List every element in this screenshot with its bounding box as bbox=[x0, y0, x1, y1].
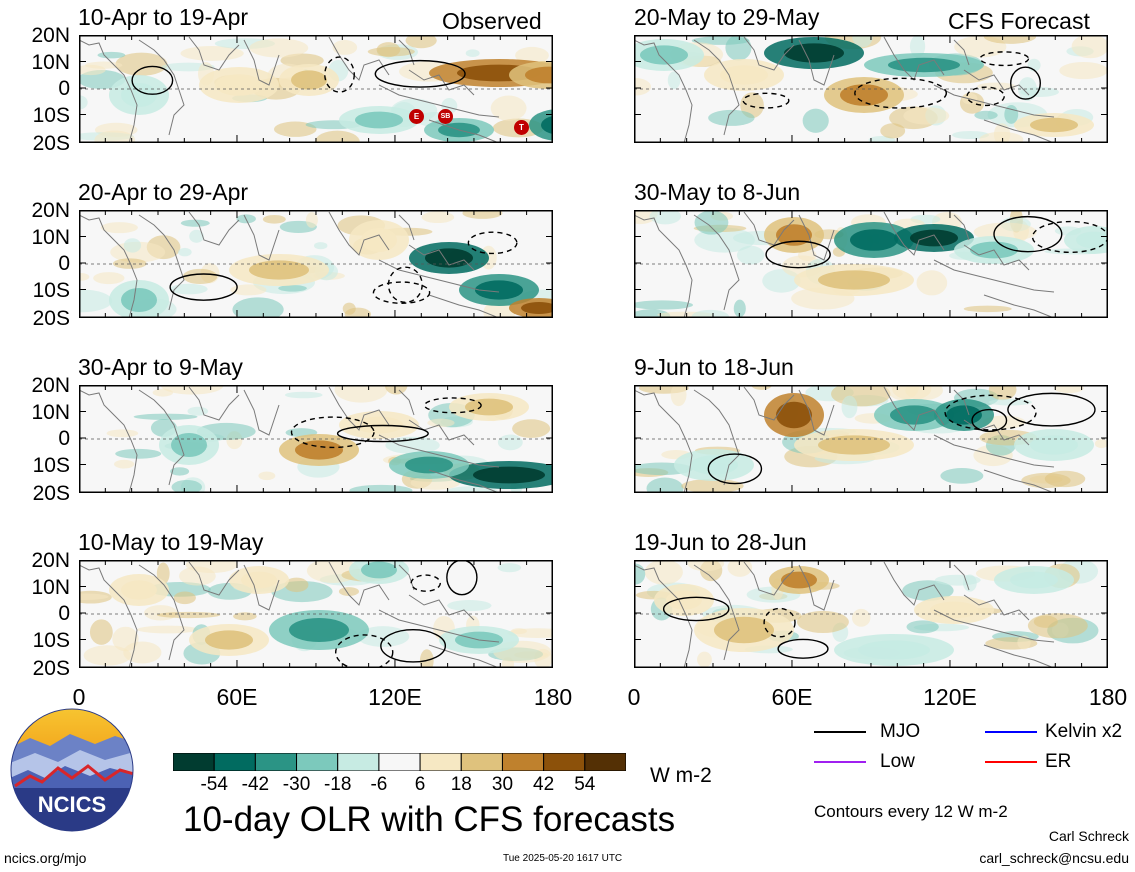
y-tick-label: 10S bbox=[32, 103, 70, 127]
observed-tag: Observed bbox=[442, 8, 542, 34]
olr-map bbox=[79, 385, 553, 493]
logo-text: NCICS bbox=[38, 792, 106, 817]
colorbar-swatch bbox=[419, 752, 462, 772]
contour-note: Contours every 12 W m-2 bbox=[814, 802, 1008, 821]
y-tick-label: 20S bbox=[32, 657, 70, 680]
x-tick-label: 180 bbox=[533, 684, 573, 710]
y-tick-label: 0 bbox=[58, 77, 70, 100]
storm-marker: E bbox=[409, 109, 424, 124]
colorbar-tick-label: -6 bbox=[370, 774, 388, 795]
olr-map bbox=[634, 560, 1108, 668]
panel-title-obs-1: 10-Apr to 19-Apr bbox=[78, 4, 249, 30]
y-tick-label: 10S bbox=[32, 628, 70, 652]
olr-map bbox=[634, 210, 1108, 318]
y-tick-label: 20N bbox=[31, 549, 70, 572]
colorbar-units: W m-2 bbox=[650, 764, 712, 787]
y-tick-label: 10N bbox=[31, 50, 70, 74]
colorbar-tick-label: 18 bbox=[450, 774, 472, 795]
y-tick-label: 10N bbox=[31, 225, 70, 249]
colorbar-tick-label: 54 bbox=[574, 774, 596, 795]
colorbar-tick-label: 30 bbox=[491, 774, 514, 795]
olr-map bbox=[634, 385, 1108, 493]
map-panel-fc-2 bbox=[634, 210, 1108, 318]
footer-author: Carl Schreck bbox=[1048, 828, 1129, 844]
colorbar-swatch bbox=[378, 752, 421, 772]
colorbar-swatch bbox=[254, 752, 298, 772]
y-tick-label: 20N bbox=[31, 24, 70, 47]
panel-title-fc-4: 19-Jun to 28-Jun bbox=[634, 529, 807, 555]
x-tick-label: 60E bbox=[216, 684, 258, 710]
storm-marker: T bbox=[514, 120, 529, 135]
panel-title-fc-1: 20-May to 29-May bbox=[634, 4, 820, 30]
legend-low: Low bbox=[880, 751, 915, 772]
colorbar-tick-label: -42 bbox=[241, 774, 270, 795]
map-panel-obs-4 bbox=[79, 560, 553, 668]
footer-timestamp: Tue 2025-05-20 1617 UTC bbox=[503, 853, 623, 864]
colorbar-swatch bbox=[213, 752, 256, 772]
colorbar-tick-label: -30 bbox=[282, 774, 311, 795]
olr-map bbox=[634, 35, 1108, 143]
y-tick-label: 20N bbox=[31, 199, 70, 222]
y-tick-label: 10S bbox=[32, 453, 70, 477]
colorbar-tick-label: -54 bbox=[200, 774, 228, 795]
forecast-tag: CFS Forecast bbox=[948, 8, 1090, 34]
y-tick-label: 20S bbox=[32, 482, 70, 505]
olr-map bbox=[79, 210, 553, 318]
y-tick-label: 0 bbox=[58, 252, 70, 275]
colorbar bbox=[172, 752, 627, 772]
y-tick-label: 10N bbox=[31, 400, 70, 424]
colorbar-tick-label: 42 bbox=[533, 774, 555, 795]
colorbar-swatch bbox=[543, 752, 586, 772]
colorbar-tick-label: 6 bbox=[414, 774, 426, 795]
panel-title-obs-4: 10-May to 19-May bbox=[78, 529, 264, 555]
map-panel-fc-1 bbox=[634, 35, 1108, 143]
legend-kelvin: Kelvin x2 bbox=[1045, 721, 1123, 742]
footer-url[interactable]: ncics.org/mjo bbox=[4, 850, 87, 866]
y-tick-label: 20S bbox=[32, 132, 70, 155]
map-panel-obs-2 bbox=[79, 210, 553, 318]
x-tick-label: 0 bbox=[72, 684, 86, 710]
colorbar-swatch bbox=[584, 752, 627, 772]
x-tick-label: 0 bbox=[627, 684, 641, 710]
ncics-logo: NCICS bbox=[10, 708, 134, 832]
map-panel-obs-3 bbox=[79, 385, 553, 493]
footer-email[interactable]: carl_schreck@ncsu.edu bbox=[979, 850, 1129, 866]
x-tick-label: 180 bbox=[1088, 684, 1128, 710]
olr-map bbox=[79, 560, 553, 668]
colorbar-swatch bbox=[501, 752, 545, 772]
main-title: 10-day OLR with CFS forecasts bbox=[183, 800, 676, 839]
y-tick-label: 0 bbox=[58, 427, 70, 450]
map-panel-fc-3 bbox=[634, 385, 1108, 493]
colorbar-swatch bbox=[296, 752, 339, 772]
colorbar-swatch bbox=[172, 752, 215, 772]
map-panel-obs-1 bbox=[79, 35, 553, 143]
colorbar-swatch bbox=[460, 752, 503, 772]
panel-title-obs-2: 20-Apr to 29-Apr bbox=[78, 179, 249, 205]
y-tick-label: 20N bbox=[31, 374, 70, 397]
y-tick-label: 10N bbox=[31, 575, 70, 599]
panel-title-obs-3: 30-Apr to 9-May bbox=[78, 354, 243, 380]
legend-mjo: MJO bbox=[880, 721, 921, 742]
panel-title-fc-2: 30-May to 8-Jun bbox=[634, 179, 801, 205]
y-tick-label: 10S bbox=[32, 278, 70, 302]
panel-title-fc-3: 9-Jun to 18-Jun bbox=[634, 354, 794, 380]
olr-map bbox=[79, 35, 553, 143]
storm-marker: SB bbox=[438, 109, 453, 124]
x-tick-label: 60E bbox=[771, 684, 813, 710]
colorbar-swatch bbox=[337, 752, 380, 772]
colorbar-tick-label: -18 bbox=[323, 774, 352, 795]
x-tick-label: 120E bbox=[923, 684, 977, 710]
y-tick-label: 20S bbox=[32, 307, 70, 330]
x-tick-label: 120E bbox=[368, 684, 422, 710]
map-panel-fc-4 bbox=[634, 560, 1108, 668]
legend-er: ER bbox=[1045, 751, 1072, 772]
y-tick-label: 0 bbox=[58, 602, 70, 625]
